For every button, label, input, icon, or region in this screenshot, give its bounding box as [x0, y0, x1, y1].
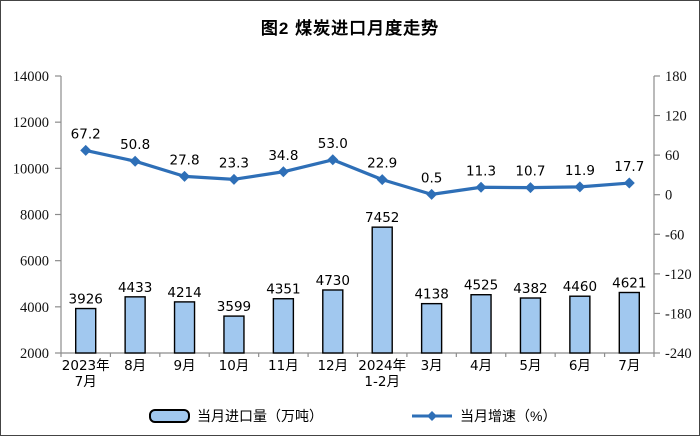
- legend-label-growth-rate: 当月增速（%）: [460, 408, 557, 424]
- right-axis-tick-label: 60: [665, 148, 680, 164]
- growth-line: [84, 148, 631, 196]
- left-axis-tick-label: 14000: [13, 69, 49, 85]
- left-axis-tick-label: 8000: [20, 208, 49, 224]
- bar: [519, 297, 542, 354]
- line-marker-diamond: [129, 155, 141, 167]
- right-axis-tick-label: -240: [665, 346, 692, 362]
- bar: [618, 291, 640, 354]
- bar: [272, 298, 295, 354]
- bar-value-label: 4730: [316, 273, 350, 289]
- line-value-label: 50.8: [120, 137, 150, 153]
- bar: [371, 226, 393, 354]
- bar-value-label: 3926: [69, 292, 103, 308]
- line-value-label: 10.7: [515, 164, 545, 180]
- bar-value-label: 4214: [167, 285, 201, 301]
- x-axis-category-label: 6月: [569, 358, 591, 374]
- line-value-label: 23.3: [219, 155, 249, 171]
- legend-item-import-volume: 当月进口量（万吨）: [149, 406, 323, 426]
- bar: [173, 301, 196, 354]
- line-marker-diamond: [623, 177, 635, 189]
- left-axis-tick-label: 6000: [20, 254, 49, 270]
- bar-value-label: 7452: [365, 210, 399, 226]
- line-value-label: 17.7: [614, 159, 644, 175]
- x-axis-category-label: 8月: [124, 358, 146, 374]
- line-marker-diamond: [80, 144, 92, 156]
- bar: [420, 302, 443, 354]
- legend-item-growth-rate: 当月增速（%）: [411, 406, 556, 426]
- legend-label-import-volume: 当月进口量（万吨）: [197, 408, 323, 424]
- bar-value-label: 4621: [612, 275, 646, 291]
- right-axis-tick-label: 0: [665, 188, 672, 204]
- bar-value-label: 4138: [414, 287, 448, 303]
- x-axis-category-label: 10月: [219, 358, 250, 374]
- bar: [124, 296, 146, 354]
- bar: [223, 315, 245, 354]
- right-axis-tick-label: 120: [665, 109, 687, 125]
- bar: [75, 307, 97, 354]
- bar-value-label: 4433: [118, 280, 152, 296]
- x-axis-category-label: 7月: [618, 358, 640, 374]
- bar-value-label: 4351: [266, 282, 300, 298]
- line-marker-diamond: [574, 181, 586, 193]
- line-marker-diamond: [327, 154, 339, 166]
- line-series-swatch-icon: [412, 411, 452, 421]
- x-axis-category-label: 9月: [173, 358, 195, 374]
- bar: [322, 289, 344, 354]
- chart-title: 图2 煤炭进口月度走势: [260, 19, 440, 38]
- right-axis-tick-label: -60: [665, 227, 684, 243]
- bar-value-label: 4382: [513, 281, 547, 297]
- line-value-label: 53.0: [318, 136, 348, 152]
- x-axis-category-label: 2023年 7月: [62, 358, 110, 390]
- bar: [569, 295, 591, 354]
- line-marker-diamond: [475, 181, 487, 193]
- left-axis-tick-label: 10000: [13, 161, 49, 177]
- line-marker-diamond: [426, 188, 438, 200]
- line-value-label: 0.5: [421, 170, 442, 186]
- line-value-label: 11.9: [565, 163, 595, 179]
- line-value-label: 27.8: [170, 152, 200, 168]
- bar: [470, 294, 492, 354]
- right-axis-tick-label: -120: [665, 267, 692, 283]
- line-value-label: 22.9: [367, 156, 397, 172]
- bar-value-label: 3599: [217, 299, 251, 315]
- x-axis-category-label: 3月: [421, 358, 443, 374]
- bar-value-label: 4525: [464, 278, 498, 294]
- line-marker-diamond: [228, 173, 240, 185]
- line-value-label: 11.3: [466, 163, 496, 179]
- x-axis-category-label: 4月: [470, 358, 492, 374]
- x-axis-category-label: 11月: [268, 358, 299, 374]
- left-axis-tick-label: 4000: [20, 300, 49, 316]
- line-marker-diamond: [277, 166, 289, 178]
- x-axis-category-label: 12月: [317, 358, 348, 374]
- line-value-label: 34.8: [268, 148, 298, 164]
- bar-series-swatch-icon: [149, 409, 190, 423]
- line-marker-diamond: [376, 174, 388, 186]
- right-axis-tick-label: 180: [665, 69, 687, 85]
- right-axis-tick-label: -180: [665, 306, 692, 322]
- x-axis-category-label: 2024年 1-2月: [358, 358, 406, 390]
- left-axis-tick-label: 12000: [13, 115, 49, 131]
- line-marker-diamond: [524, 182, 536, 194]
- left-axis-tick-label: 2000: [20, 346, 49, 362]
- x-axis-category-label: 5月: [519, 358, 541, 374]
- bar-value-label: 4460: [563, 279, 597, 295]
- line-marker-diamond: [179, 170, 191, 182]
- line-value-label: 67.2: [71, 126, 101, 142]
